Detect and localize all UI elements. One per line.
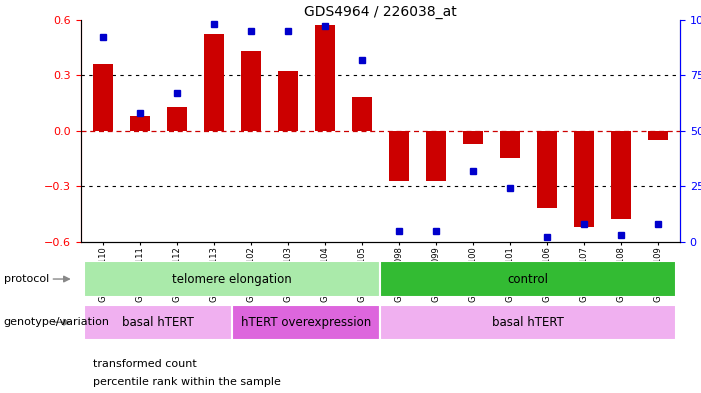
Bar xyxy=(130,116,150,130)
Text: protocol: protocol xyxy=(4,274,49,284)
Bar xyxy=(93,64,113,130)
Text: transformed count: transformed count xyxy=(93,359,197,369)
Bar xyxy=(500,130,520,158)
Bar xyxy=(240,51,261,130)
Bar xyxy=(463,130,483,143)
Bar xyxy=(536,130,557,208)
Text: basal hTERT: basal hTERT xyxy=(123,316,194,329)
Bar xyxy=(648,130,668,140)
Bar xyxy=(573,130,594,227)
Bar xyxy=(167,107,187,130)
Text: hTERT overexpression: hTERT overexpression xyxy=(241,316,372,329)
Bar xyxy=(232,305,381,340)
Bar xyxy=(381,305,676,340)
Text: basal hTERT: basal hTERT xyxy=(492,316,564,329)
Bar xyxy=(352,97,372,130)
Bar xyxy=(84,261,381,297)
Bar xyxy=(611,130,631,219)
Title: GDS4964 / 226038_at: GDS4964 / 226038_at xyxy=(304,5,456,18)
Text: genotype/variation: genotype/variation xyxy=(4,317,109,327)
Bar xyxy=(315,25,335,130)
Bar xyxy=(203,35,224,130)
Text: telomere elongation: telomere elongation xyxy=(172,272,292,286)
Bar xyxy=(388,130,409,181)
Bar xyxy=(278,72,298,130)
Bar xyxy=(84,305,232,340)
Text: control: control xyxy=(508,272,549,286)
Text: percentile rank within the sample: percentile rank within the sample xyxy=(93,377,281,387)
Bar xyxy=(426,130,446,181)
Bar xyxy=(381,261,676,297)
